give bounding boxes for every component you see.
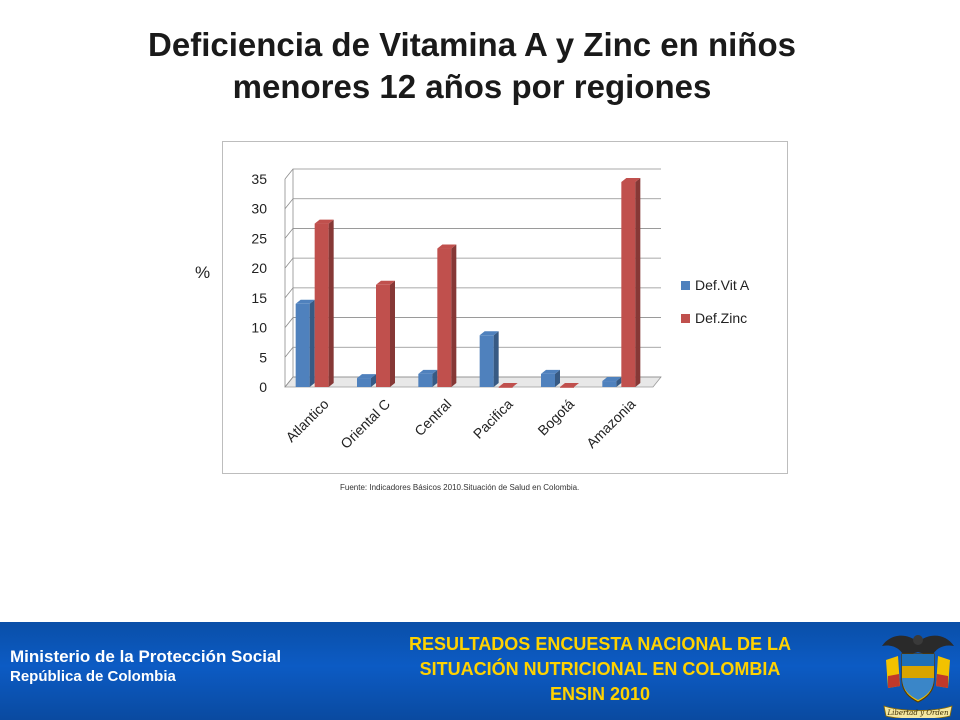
bar-side: [328, 219, 334, 387]
survey-line-2: SITUACIÓN NUTRICIONAL EN COLOMBIA: [419, 659, 781, 679]
y-tick-label: 20: [251, 260, 267, 276]
bar-side: [555, 369, 560, 387]
bar-side: [371, 374, 376, 387]
bar-vit-a: [357, 378, 371, 387]
legend-label: Def.Zinc: [695, 310, 747, 326]
plot-back-wall: [293, 169, 661, 377]
y-tick-label: 15: [251, 290, 267, 306]
source-note: Fuente: Indicadores Básicos 2010.Situaci…: [340, 483, 580, 492]
bar-zinc: [376, 284, 390, 387]
x-tick-label: Pacifica: [470, 396, 516, 442]
x-tick-label: Bogotá: [534, 396, 577, 439]
survey-line-1: RESULTADOS ENCUESTA NACIONAL DE LA: [408, 634, 791, 654]
colombia-crest-icon: Libertad y Orden: [882, 635, 954, 718]
y-tick-label: 0: [259, 379, 267, 395]
bar-top: [498, 383, 518, 387]
bar-side: [493, 331, 499, 387]
chart-frame: 0 5 10 15 20 25 30 35 Atlantico Oriental C Central…: [222, 141, 788, 474]
crest-motto: Libertad y Orden: [887, 709, 949, 717]
bar-top: [560, 383, 579, 387]
bar-zinc: [437, 248, 452, 387]
chart-title: Deficiencia de Vitamina A y Zinc en niño…: [0, 24, 944, 108]
bar-zinc: [498, 387, 513, 388]
title-line-1: Deficiencia de Vitamina A y Zinc en niño…: [148, 26, 796, 63]
bar-top: [437, 244, 457, 249]
legend-label: Def.Vit A: [695, 277, 750, 293]
y-tick-label: 10: [251, 320, 267, 336]
x-tick-label: Oriental C: [337, 396, 393, 452]
bar-side: [635, 177, 641, 387]
y-tick-label: 25: [251, 230, 267, 246]
bar-side: [309, 299, 315, 387]
bar-side: [451, 244, 457, 387]
bar-vit-a: [418, 373, 433, 387]
bar-side: [390, 280, 395, 387]
ministry-name: Ministerio de la Protección Social: [10, 647, 282, 666]
bar-vit-a: [602, 381, 617, 387]
y-tick-label: 30: [251, 201, 267, 217]
survey-line-3: ENSIN 2010: [549, 684, 651, 704]
bar-side: [616, 377, 622, 387]
bar-top: [541, 369, 560, 374]
bar-top: [621, 177, 641, 182]
bar-chart: 0 5 10 15 20 25 30 35 Atlantico Oriental C Central…: [251, 168, 750, 452]
bar-vit-a: [541, 373, 555, 387]
bar-zinc: [314, 223, 329, 387]
bar-top: [376, 280, 395, 285]
legend-swatch: [681, 314, 690, 323]
bar-side: [432, 369, 438, 387]
bar-top: [418, 369, 438, 374]
title-line-2: menores 12 años por regiones: [232, 68, 712, 105]
bar-top: [295, 299, 315, 304]
bar-zinc: [621, 181, 636, 387]
x-tick-label: Atlantico: [283, 396, 332, 445]
y-tick-label: 5: [259, 349, 267, 365]
ministry-block: Ministerio de la Protección Social Repúb…: [10, 647, 281, 687]
bar-top: [357, 374, 376, 379]
bar-top: [314, 219, 334, 224]
footer-bar: Ministerio de la Protección Social Repúb…: [0, 622, 960, 720]
bar-zinc: [560, 387, 574, 388]
y-tick-label: 35: [251, 171, 267, 187]
x-tick-label: Central: [411, 396, 454, 439]
bar-vit-a: [479, 335, 494, 387]
bar-top: [602, 377, 622, 382]
y-axis-unit-label: %: [195, 263, 211, 282]
x-tick-label: Amazonia: [583, 396, 638, 451]
bar-top: [479, 331, 499, 336]
survey-title: RESULTADOS ENCUESTA NACIONAL DE LA SITUA…: [340, 632, 860, 707]
legend-swatch: [681, 281, 690, 290]
country-name: República de Colombia: [10, 668, 176, 685]
bar-vit-a: [295, 303, 310, 387]
